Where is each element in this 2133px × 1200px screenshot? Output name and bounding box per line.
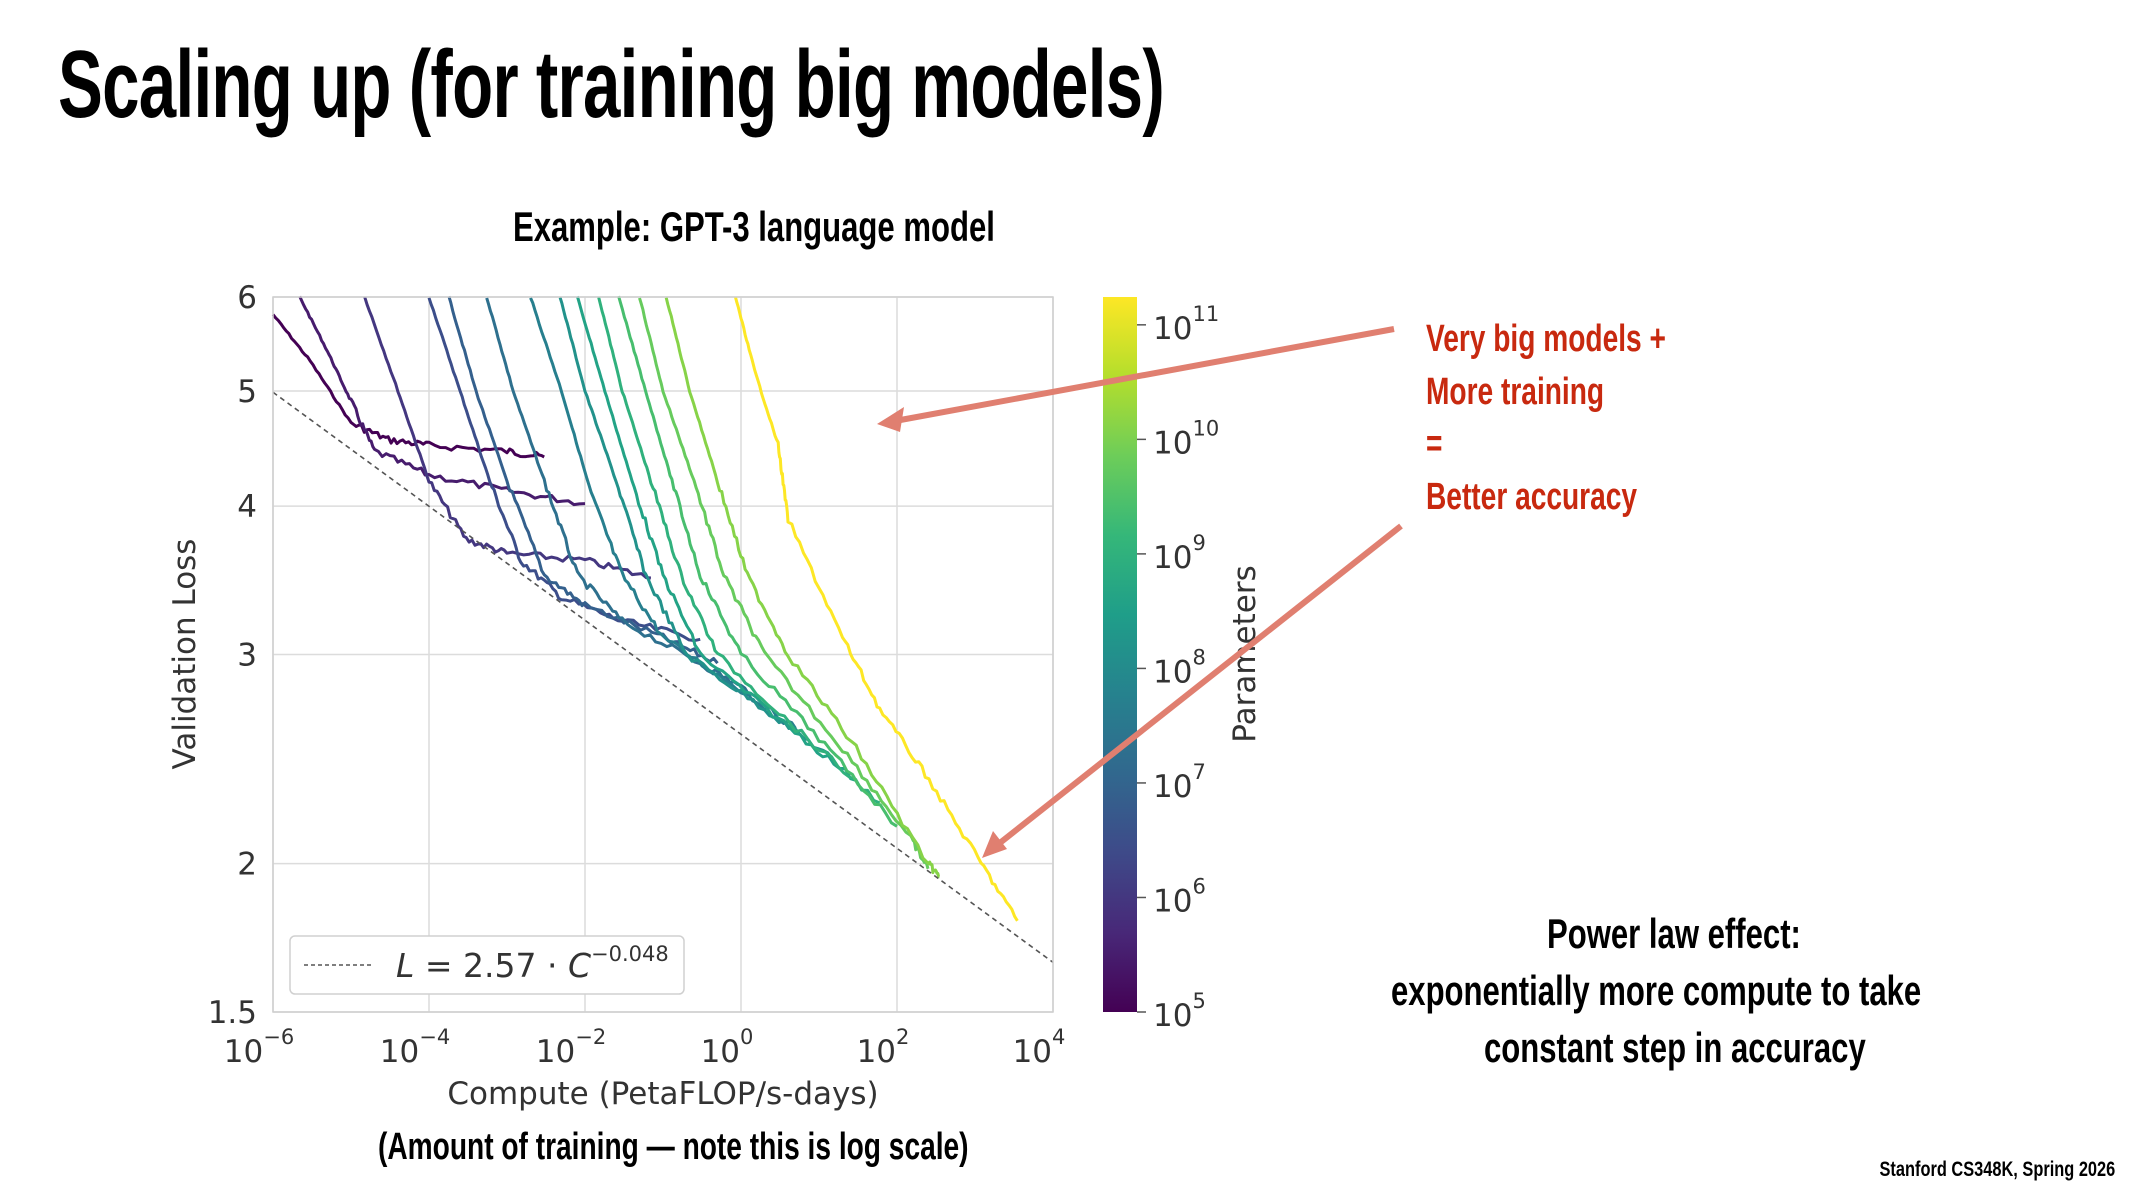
x-tick-label: 102 bbox=[857, 1025, 910, 1070]
loss-curve bbox=[529, 297, 797, 730]
footer-credit: Stanford CS348K, Spring 2026 bbox=[1879, 1158, 2115, 1181]
annotation-line: Very big models + bbox=[1426, 318, 1666, 360]
power-law-text: exponentially more compute to take bbox=[1391, 967, 1922, 1014]
y-tick-label: 3 bbox=[237, 638, 257, 674]
x-tick-label: 104 bbox=[1013, 1025, 1066, 1070]
colorbar-tick-label: 105 bbox=[1153, 989, 1206, 1034]
y-tick-label: 4 bbox=[237, 489, 257, 525]
loss-curve bbox=[558, 297, 834, 760]
loss-curve bbox=[617, 295, 898, 828]
loss-curve bbox=[597, 297, 881, 805]
y-axis-label: Validation Loss bbox=[167, 539, 203, 770]
colorbar-label: Parameters bbox=[1227, 565, 1263, 742]
loss-curve bbox=[271, 313, 545, 459]
colorbar bbox=[1103, 297, 1137, 1012]
annotation-line: More training bbox=[1426, 371, 1605, 413]
x-axis-caption: (Amount of training — note this is log s… bbox=[378, 1126, 969, 1168]
y-tick-label: 1.5 bbox=[208, 995, 257, 1031]
loss-curve bbox=[575, 295, 857, 782]
x-tick-label: 10−6 bbox=[224, 1025, 294, 1070]
loss-curve bbox=[734, 296, 1019, 922]
legend-box bbox=[289, 935, 685, 995]
x-tick-label: 10−2 bbox=[536, 1025, 606, 1070]
plot-frame bbox=[272, 296, 1054, 1013]
chart-subtitle: Example: GPT-3 language model bbox=[513, 203, 995, 250]
colorbar-tick-label: 109 bbox=[1153, 531, 1206, 576]
arrows bbox=[877, 326, 1403, 858]
colorbar-tick-label: 107 bbox=[1153, 760, 1206, 805]
colorbar-tick-label: 1011 bbox=[1153, 302, 1219, 347]
colorbar-tick-label: 108 bbox=[1153, 645, 1206, 690]
loss-curve bbox=[664, 297, 941, 879]
annotation-line: Better accuracy bbox=[1426, 476, 1638, 518]
y-tick-label: 5 bbox=[237, 374, 257, 410]
y-tick-label: 6 bbox=[237, 280, 257, 316]
loss-curve bbox=[638, 297, 930, 870]
loss-curve bbox=[298, 295, 586, 507]
x-axis-label: Compute (PetaFLOP/s-days) bbox=[447, 1076, 878, 1112]
x-tick-label: 100 bbox=[701, 1025, 754, 1070]
y-tick-label: 2 bbox=[237, 847, 257, 883]
annotation-line: = bbox=[1426, 423, 1443, 465]
arrow-head bbox=[877, 407, 904, 432]
loss-curve bbox=[363, 296, 652, 580]
colorbar-tick-label: 1010 bbox=[1153, 416, 1219, 461]
arrow-to-yellow-curve bbox=[994, 523, 1403, 849]
power-law-text: constant step in accuracy bbox=[1484, 1024, 1866, 1071]
legend-fit-label: L = 2.57 · C−0.048 bbox=[396, 942, 669, 985]
arrow-head bbox=[982, 831, 1007, 858]
legend: L = 2.57 · C−0.048 bbox=[289, 935, 685, 995]
slide-title: Scaling up (for training big models) bbox=[58, 31, 1165, 138]
power-law-heading: Power law effect: bbox=[1547, 910, 1801, 957]
arrow-to-big-models bbox=[894, 326, 1395, 424]
x-tick-label: 10−4 bbox=[380, 1025, 450, 1070]
colorbar-tick-label: 106 bbox=[1153, 874, 1206, 919]
power-law-fit-line bbox=[272, 391, 1054, 963]
